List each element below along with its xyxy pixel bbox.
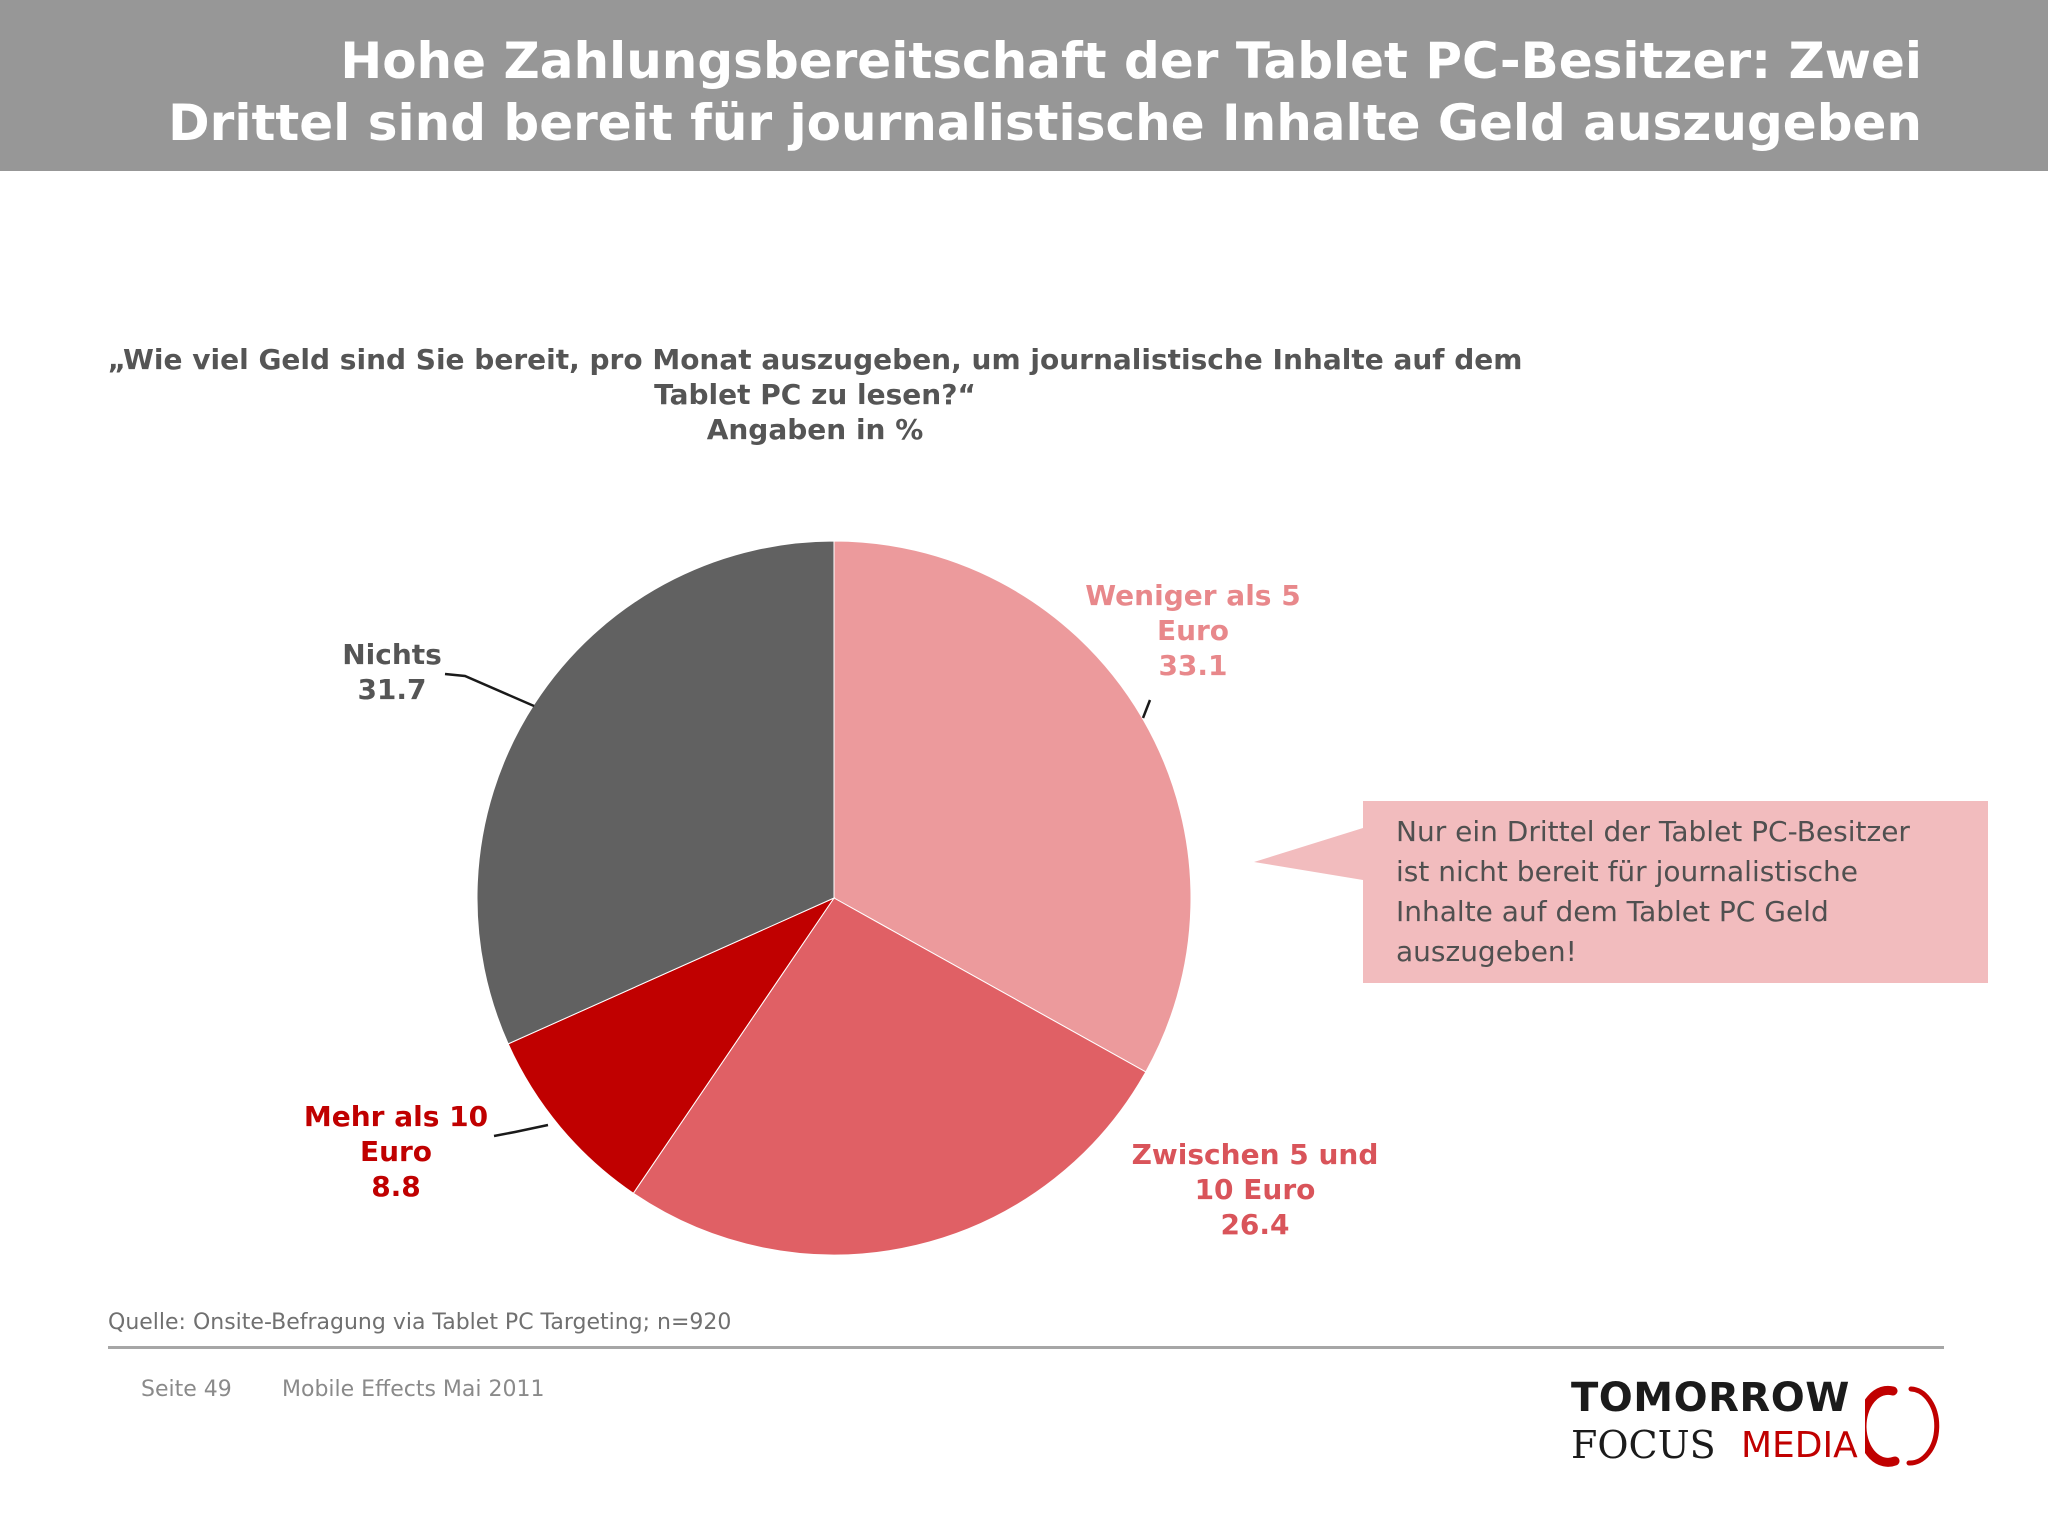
- pie-slices: [476, 540, 1192, 1256]
- leader-line: [1141, 699, 1152, 719]
- logo-text-tomorrow: TOMORROW: [1571, 1375, 1850, 1421]
- pie-slice: [507, 896, 836, 1194]
- slice-value-label: 31.7: [357, 673, 426, 706]
- callout-pointer: [1254, 828, 1363, 880]
- slice-category-label: Mehr als 10: [304, 1100, 488, 1133]
- slice-category-label: Nichts: [342, 638, 442, 671]
- pie-slice: [632, 897, 1147, 1256]
- company-logo: TOMORROW FOCUS MEDIA: [1565, 1375, 1945, 1475]
- title-banner: Hohe Zahlungsbereitschaft der Tablet PC-…: [0, 0, 2048, 171]
- survey-question-line-1: „Wie viel Geld sind Sie bereit, pro Mona…: [107, 343, 1523, 376]
- slice-category-label: Euro: [1157, 614, 1229, 647]
- page-title: Hohe Zahlungsbereitschaft der Tablet PC-…: [22, 30, 1922, 154]
- callout-line: Inhalte auf dem Tablet PC Geld: [1396, 895, 1829, 928]
- footer-divider: [108, 1346, 1944, 1349]
- callout-line: Nur ein Drittel der Tablet PC-Besitzer: [1396, 815, 1910, 848]
- leader-line: [444, 672, 535, 708]
- slice-category-label: Zwischen 5 und: [1132, 1138, 1379, 1171]
- page-title-line-1: Hohe Zahlungsbereitschaft der Tablet PC-…: [340, 32, 1922, 90]
- slice-category-label: Euro: [360, 1135, 432, 1168]
- page-number: Seite 49: [141, 1377, 232, 1402]
- pie-slice: [833, 540, 1192, 1073]
- slice-category-label: Weniger als 5: [1085, 579, 1300, 612]
- callout-text: Nur ein Drittel der Tablet PC-Besitzer i…: [1396, 812, 1976, 972]
- leader-line: [493, 1123, 549, 1138]
- callout-box: [1363, 801, 1988, 983]
- logo-ring-icon: [1865, 1385, 1940, 1467]
- slice-value-label: 26.4: [1220, 1208, 1289, 1241]
- footer-title: Mobile Effects Mai 2011: [282, 1377, 545, 1402]
- callout-line: ist nicht bereit für journalistische: [1396, 855, 1859, 888]
- slice-category-label: 10 Euro: [1195, 1173, 1316, 1206]
- logo-text-focus: FOCUS: [1571, 1423, 1716, 1467]
- source-note: Quelle: Onsite-Befragung via Tablet PC T…: [108, 1310, 732, 1335]
- callout-line: auszugeben!: [1396, 935, 1577, 968]
- logo-text-media: MEDIA: [1741, 1425, 1858, 1466]
- slice-value-label: 33.1: [1158, 649, 1227, 682]
- survey-question-line-2: Tablet PC zu lesen?“: [654, 378, 976, 411]
- pie-slice: [476, 540, 835, 1045]
- page-title-line-2: Drittel sind bereit für journalistische …: [168, 94, 1922, 152]
- unit-note: Angaben in %: [706, 413, 924, 446]
- survey-question: „Wie viel Geld sind Sie bereit, pro Mona…: [95, 342, 1535, 447]
- slice-value-label: 8.8: [371, 1170, 421, 1203]
